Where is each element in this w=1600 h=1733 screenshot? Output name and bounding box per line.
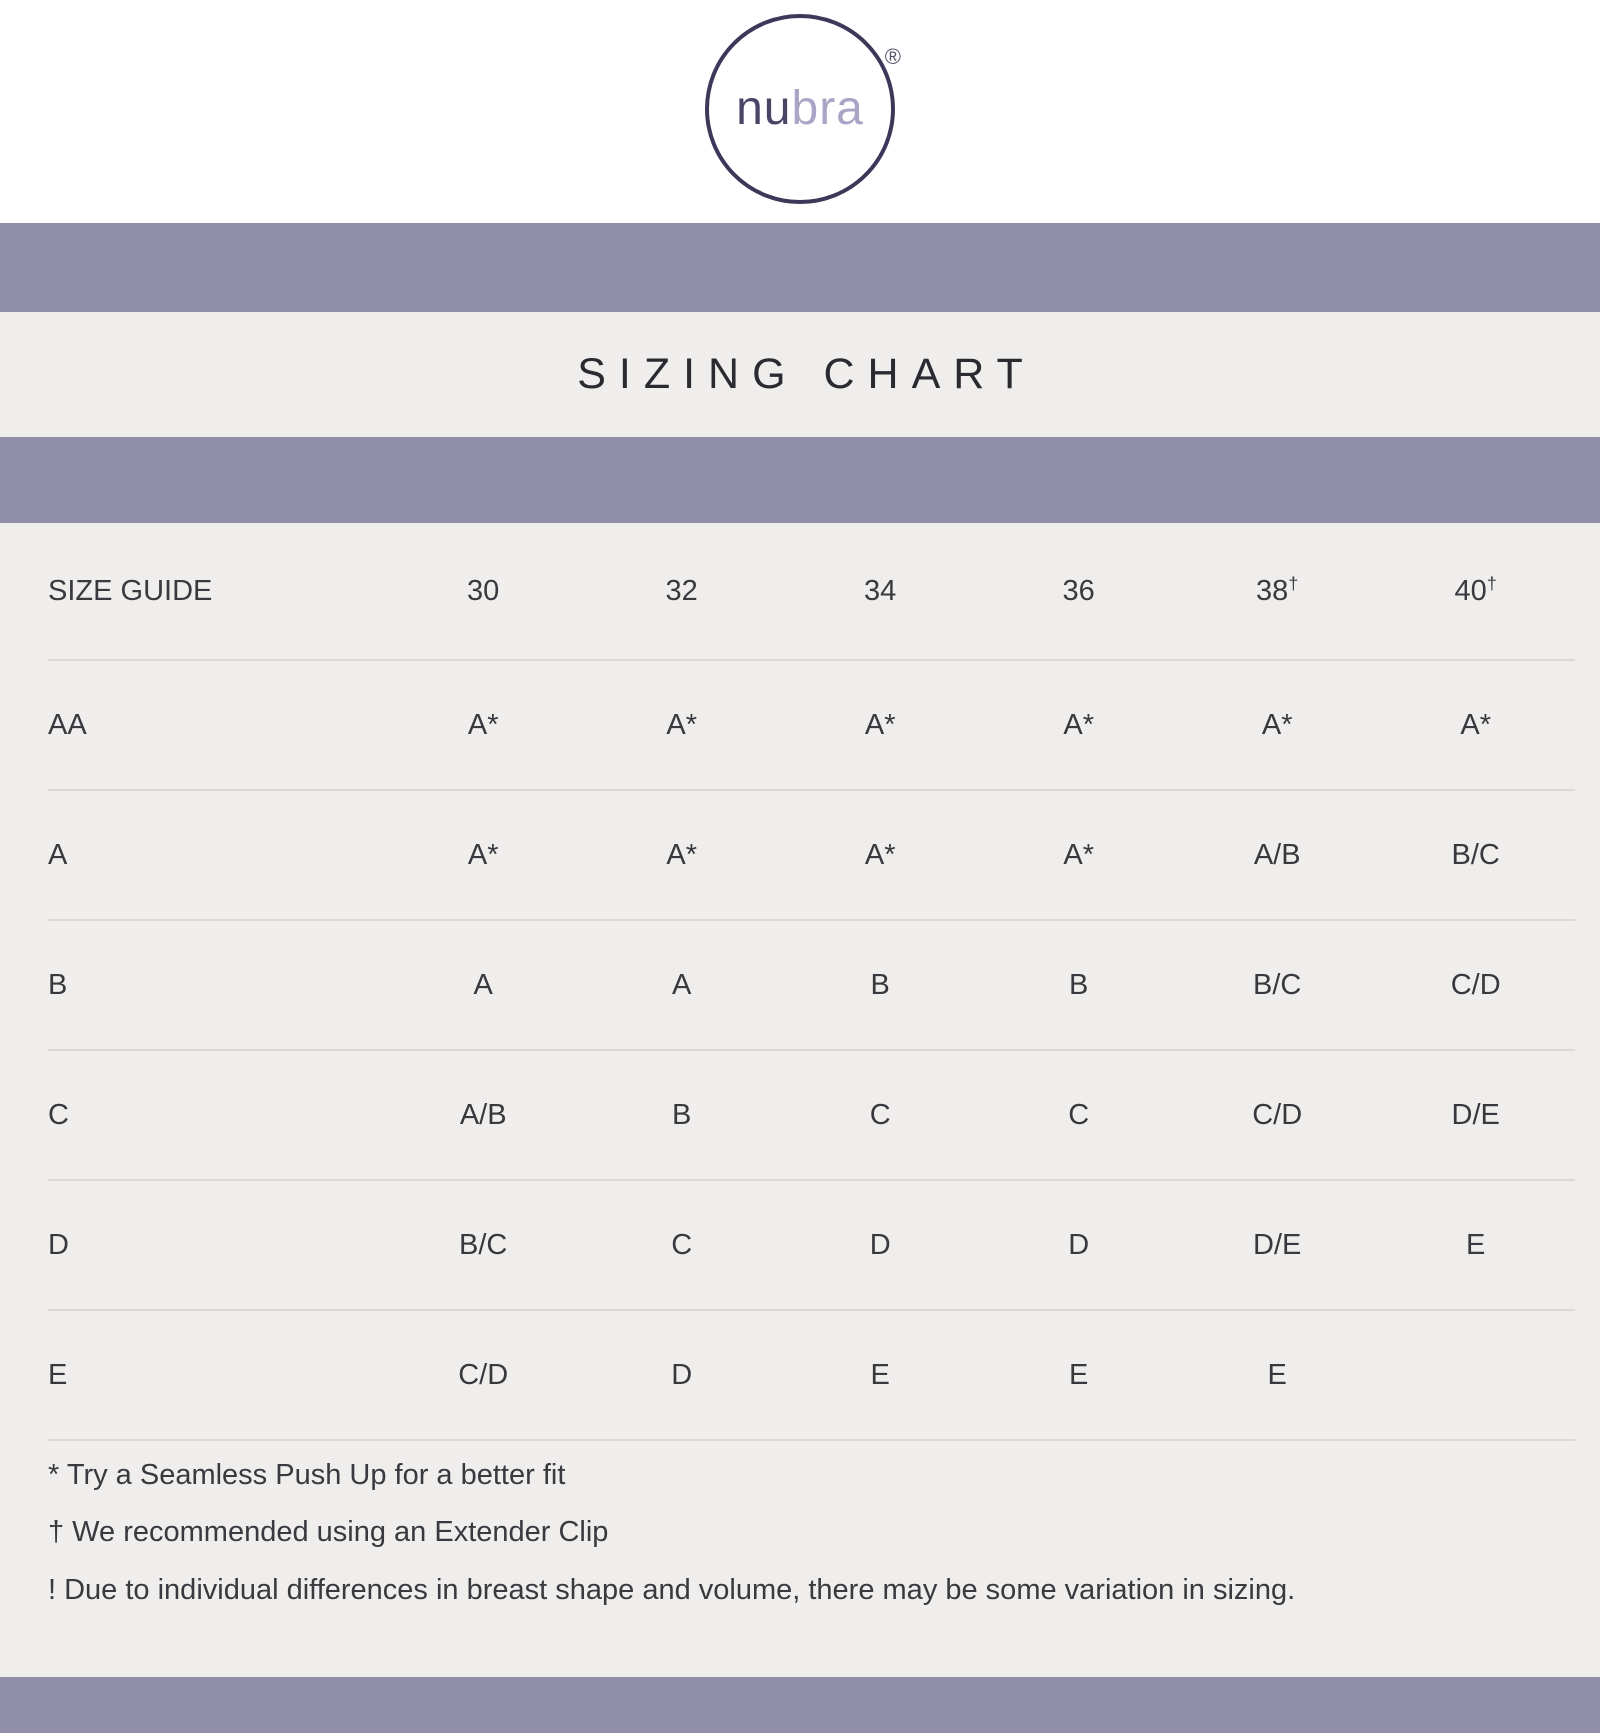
column-header-text: 32: [665, 574, 698, 607]
footnotes: * Try a Seamless Push Up for a better fi…: [48, 1441, 1575, 1607]
table-cell: B/C: [1451, 838, 1500, 871]
column-header-34: 34: [781, 575, 980, 608]
column-header-text: 36: [1062, 574, 1095, 607]
table-row-d: D B/C C D D D/E E: [48, 1181, 1575, 1311]
brand-logo: nubra ®: [705, 14, 901, 204]
page-header: nubra ®: [0, 0, 1600, 223]
footnote-exclamation: ! Due to individual differences in breas…: [48, 1573, 1296, 1606]
table-cell: D: [869, 1228, 891, 1261]
brand-text-bra: bra: [791, 82, 864, 135]
page-title: SIZING CHART: [577, 350, 1036, 398]
table-cell: D: [1068, 1228, 1090, 1261]
table-cell: A*: [467, 838, 499, 871]
table-cell: D/E: [1451, 1098, 1500, 1131]
dagger-mark: †: [1288, 572, 1299, 593]
table-row-a: A A* A* A* A* A/B B/C: [48, 791, 1575, 921]
table-cell: A*: [864, 708, 896, 741]
decorative-band-bottom: [0, 1677, 1600, 1733]
table-cell: B: [1069, 968, 1089, 1001]
size-guide-header: SIZE GUIDE: [48, 574, 213, 607]
column-header-36: 36: [979, 575, 1178, 608]
decorative-band-top: [0, 223, 1600, 312]
brand-text-nu: nu: [736, 82, 792, 135]
table-row-c: C A/B B C C C/D D/E: [48, 1051, 1575, 1181]
table-cell: B: [870, 968, 890, 1001]
decorative-band-middle: [0, 437, 1600, 523]
column-header-32: 32: [582, 575, 781, 608]
column-header-30: 30: [384, 575, 583, 608]
table-cell: C: [869, 1098, 891, 1131]
column-header-40: 40†: [1376, 572, 1575, 608]
table-cell: A/B: [1253, 838, 1301, 871]
dagger-mark: †: [1486, 572, 1497, 593]
table-cell: A*: [1460, 708, 1491, 741]
table-cell: A: [473, 968, 493, 1001]
registered-trademark-icon: ®: [884, 44, 901, 69]
table-cell: A*: [666, 708, 697, 741]
table-cell: B/C: [459, 1228, 508, 1261]
table-cell: C: [671, 1228, 693, 1261]
table-cell: E: [870, 1358, 890, 1391]
table-cell: A/B: [459, 1098, 507, 1131]
table-cell: C/D: [1450, 968, 1501, 1001]
table-header-row: SIZE GUIDE 30 32 34 36 38† 40†: [48, 523, 1575, 661]
table-cell: B/C: [1253, 968, 1302, 1001]
table-cell: C/D: [458, 1358, 509, 1391]
table-cell: A*: [1063, 838, 1094, 871]
footnote-dagger: † We recommended using an Extender Clip: [48, 1516, 609, 1549]
table-cell: C: [1068, 1098, 1090, 1131]
table-cell: A*: [1063, 708, 1094, 741]
table-row-e: E C/D D E E E: [48, 1311, 1575, 1441]
column-header-38: 38†: [1178, 572, 1377, 608]
table-cell: E: [1466, 1228, 1486, 1261]
row-label: AA: [48, 708, 87, 741]
row-label: E: [48, 1358, 68, 1391]
table-cell: A*: [864, 838, 896, 871]
row-label: D: [48, 1228, 69, 1261]
table-cell: D: [671, 1358, 693, 1391]
table-cell: C/D: [1252, 1098, 1303, 1131]
brand-wordmark: nubra: [736, 85, 864, 133]
row-label: A: [48, 838, 68, 871]
column-header-text: 34: [864, 574, 897, 607]
table-cell: A*: [467, 708, 499, 741]
title-band: SIZING CHART: [0, 312, 1600, 437]
table-cell: A: [672, 968, 692, 1001]
row-label: C: [48, 1098, 69, 1131]
table-row-aa: AA A* A* A* A* A* A*: [48, 661, 1575, 791]
table-cell: E: [1069, 1358, 1089, 1391]
table-cell: D/E: [1253, 1228, 1302, 1261]
sizing-table: SIZE GUIDE 30 32 34 36 38† 40† AA A* A* …: [0, 523, 1600, 1677]
column-header-text: 40: [1454, 574, 1487, 607]
column-header-text: 30: [467, 574, 500, 607]
table-cell: E: [1267, 1358, 1287, 1391]
table-cell: B: [672, 1098, 692, 1131]
row-label: B: [48, 968, 68, 1001]
footnote-asterisk: * Try a Seamless Push Up for a better fi…: [48, 1459, 566, 1491]
table-cell: A*: [1261, 708, 1293, 741]
table-row-b: B A A B B B/C C/D: [48, 921, 1575, 1051]
table-cell: A*: [666, 838, 697, 871]
column-header-text: 38: [1256, 574, 1289, 607]
